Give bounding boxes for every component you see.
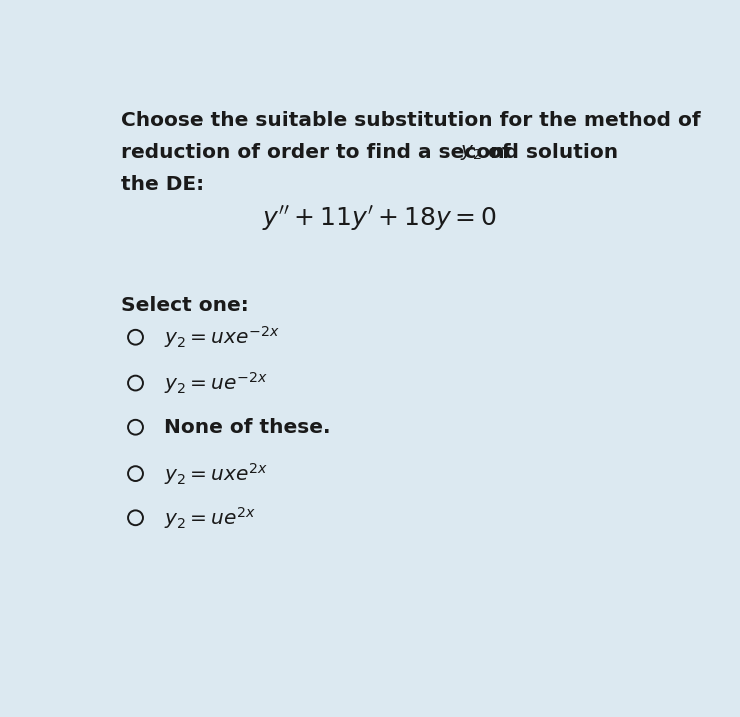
- Text: reduction of order to find a second solution: reduction of order to find a second solu…: [121, 143, 625, 162]
- Text: the DE:: the DE:: [121, 175, 204, 194]
- Text: Choose the suitable substitution for the method of: Choose the suitable substitution for the…: [121, 111, 701, 130]
- Text: $y'' + 11y' + 18y = 0$: $y'' + 11y' + 18y = 0$: [262, 204, 497, 233]
- Text: of: of: [481, 143, 511, 162]
- Text: None of these.: None of these.: [164, 418, 331, 437]
- Text: $y_2 = ue^{2x}$: $y_2 = ue^{2x}$: [164, 505, 256, 531]
- Text: $y_2$: $y_2$: [460, 143, 482, 162]
- Text: Select one:: Select one:: [121, 296, 249, 315]
- Text: $y_2 = uxe^{-2x}$: $y_2 = uxe^{-2x}$: [164, 324, 280, 350]
- Text: $y_2 = uxe^{2x}$: $y_2 = uxe^{2x}$: [164, 460, 268, 487]
- Text: $y_2 = ue^{-2x}$: $y_2 = ue^{-2x}$: [164, 370, 268, 396]
